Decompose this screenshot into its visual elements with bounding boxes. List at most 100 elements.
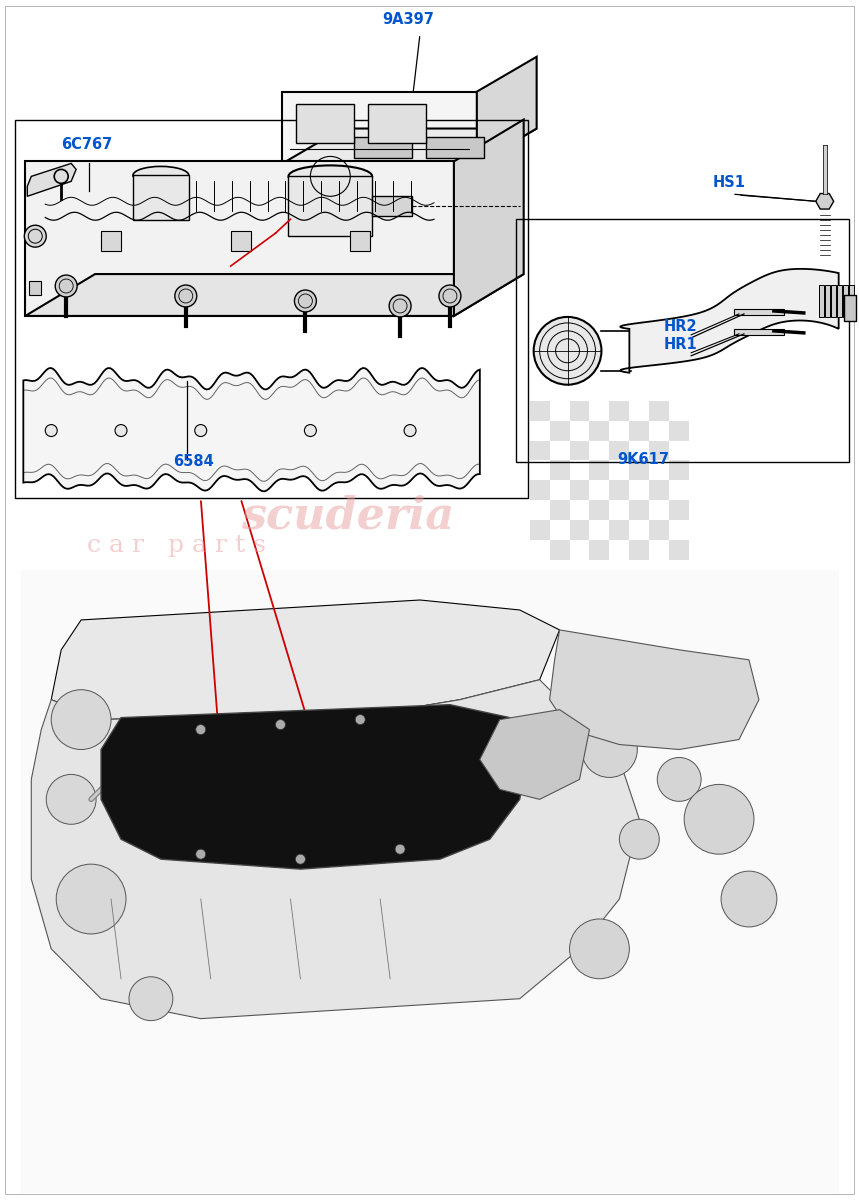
Bar — [350, 232, 370, 251]
Polygon shape — [27, 163, 76, 197]
Bar — [530, 480, 550, 500]
Polygon shape — [354, 137, 412, 158]
Circle shape — [721, 871, 777, 926]
Circle shape — [439, 286, 461, 307]
Bar — [734, 308, 784, 314]
Bar — [589, 500, 609, 521]
Polygon shape — [372, 197, 412, 216]
Text: 6C767: 6C767 — [61, 138, 113, 152]
Polygon shape — [52, 600, 559, 720]
Circle shape — [657, 757, 701, 802]
Bar — [21, 570, 838, 1193]
Text: c a r   p a r t s: c a r p a r t s — [87, 534, 266, 557]
Polygon shape — [133, 175, 189, 221]
Bar — [609, 480, 630, 500]
Circle shape — [46, 425, 58, 437]
Bar — [825, 286, 830, 317]
Bar — [530, 440, 550, 461]
Circle shape — [619, 820, 659, 859]
Text: HR1: HR1 — [663, 337, 697, 352]
Bar — [530, 401, 550, 420]
Bar — [649, 480, 669, 500]
Polygon shape — [23, 368, 480, 491]
Bar — [296, 103, 354, 144]
Polygon shape — [283, 91, 477, 163]
Polygon shape — [289, 176, 372, 236]
Bar — [570, 401, 589, 420]
Bar — [609, 521, 630, 540]
Bar — [649, 440, 669, 461]
Bar — [844, 295, 856, 320]
Bar — [630, 540, 649, 560]
Polygon shape — [25, 162, 454, 316]
Circle shape — [115, 425, 127, 437]
Polygon shape — [454, 120, 524, 316]
Ellipse shape — [289, 166, 372, 187]
Bar — [570, 521, 589, 540]
Polygon shape — [550, 630, 759, 750]
Bar — [843, 286, 848, 317]
Polygon shape — [620, 269, 838, 373]
Bar — [550, 540, 570, 560]
Polygon shape — [426, 137, 484, 158]
Polygon shape — [480, 709, 589, 799]
Bar — [609, 440, 630, 461]
Bar — [837, 286, 842, 317]
Circle shape — [56, 864, 126, 934]
Text: HS1: HS1 — [713, 175, 746, 191]
Bar — [231, 232, 251, 251]
Bar — [15, 120, 527, 498]
Bar — [550, 420, 570, 440]
Bar — [669, 500, 689, 521]
Circle shape — [295, 290, 316, 312]
Polygon shape — [25, 274, 524, 316]
Bar — [649, 401, 669, 420]
Text: 9K617: 9K617 — [618, 452, 669, 468]
Text: 9A397: 9A397 — [382, 12, 434, 26]
Polygon shape — [816, 193, 834, 209]
Bar — [589, 540, 609, 560]
Bar — [669, 540, 689, 560]
Circle shape — [24, 226, 46, 247]
Circle shape — [395, 845, 405, 854]
Circle shape — [570, 919, 630, 979]
Polygon shape — [283, 128, 537, 163]
Circle shape — [356, 715, 365, 725]
Bar — [589, 420, 609, 440]
Bar — [550, 500, 570, 521]
Bar — [669, 461, 689, 480]
Polygon shape — [31, 679, 639, 1019]
Circle shape — [52, 690, 111, 750]
Circle shape — [46, 774, 96, 824]
Circle shape — [195, 425, 207, 437]
Polygon shape — [477, 56, 537, 163]
Circle shape — [55, 275, 77, 296]
Bar — [630, 461, 649, 480]
Circle shape — [304, 425, 316, 437]
Bar — [101, 232, 121, 251]
Bar — [570, 480, 589, 500]
Circle shape — [129, 977, 173, 1021]
Ellipse shape — [133, 167, 189, 185]
Bar — [530, 521, 550, 540]
Text: 6584: 6584 — [173, 455, 214, 469]
Circle shape — [196, 725, 205, 734]
Circle shape — [276, 720, 285, 730]
Circle shape — [582, 721, 637, 778]
Bar — [831, 286, 836, 317]
Bar — [630, 420, 649, 440]
Bar — [669, 420, 689, 440]
Circle shape — [295, 854, 306, 864]
Text: HR2: HR2 — [663, 319, 697, 334]
Polygon shape — [101, 704, 530, 869]
Bar — [630, 500, 649, 521]
Bar — [570, 440, 589, 461]
Bar — [515, 220, 849, 462]
Bar — [29, 281, 41, 295]
Bar — [609, 401, 630, 420]
Bar — [649, 521, 669, 540]
Bar — [369, 103, 426, 144]
Circle shape — [389, 295, 411, 317]
Circle shape — [175, 286, 197, 307]
Circle shape — [196, 850, 205, 859]
